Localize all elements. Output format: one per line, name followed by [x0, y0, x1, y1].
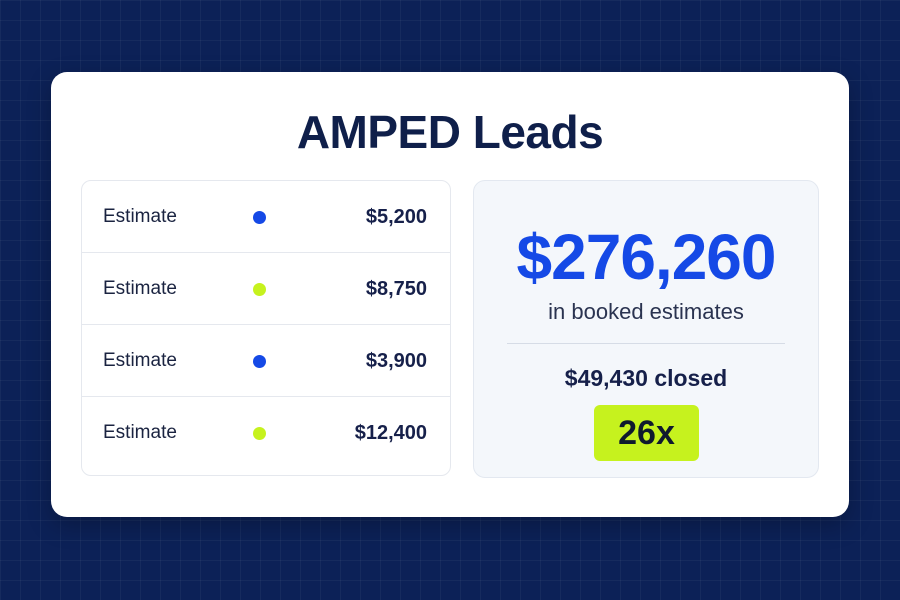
estimate-row: Estimate $3,900 [82, 325, 450, 397]
estimate-amount: $5,200 [365, 206, 427, 228]
estimate-amount: $8,750 [365, 278, 427, 300]
estimate-label: Estimate [103, 206, 177, 227]
status-dot-icon [253, 427, 266, 440]
estimate-row: Estimate $5,200 [82, 181, 450, 253]
status-dot-icon [253, 283, 266, 296]
card-title: AMPED Leads [296, 106, 604, 158]
estimate-amount: $12,400 [354, 422, 427, 444]
summary-panel: $276,260 in booked estimates $49,430 clo… [473, 180, 819, 478]
booked-caption: in booked estimates [548, 299, 744, 324]
estimate-label: Estimate [103, 422, 177, 443]
estimate-amount: $3,900 [365, 350, 427, 372]
estimate-row: Estimate $8,750 [82, 253, 450, 325]
leads-card: AMPED Leads Estimate $5,200 Estimate $8,… [51, 72, 849, 517]
estimate-label: Estimate [103, 350, 177, 371]
multiplier-badge: 26x [594, 405, 699, 461]
status-dot-icon [253, 211, 266, 224]
booked-total: $276,260 [516, 221, 777, 293]
estimate-row: Estimate $12,400 [82, 397, 450, 469]
estimate-list: Estimate $5,200 Estimate $8,750 Estimate… [81, 180, 451, 476]
estimate-label: Estimate [103, 278, 177, 299]
divider [507, 343, 785, 344]
closed-amount: $49,430 closed [564, 365, 728, 391]
status-dot-icon [253, 355, 266, 368]
